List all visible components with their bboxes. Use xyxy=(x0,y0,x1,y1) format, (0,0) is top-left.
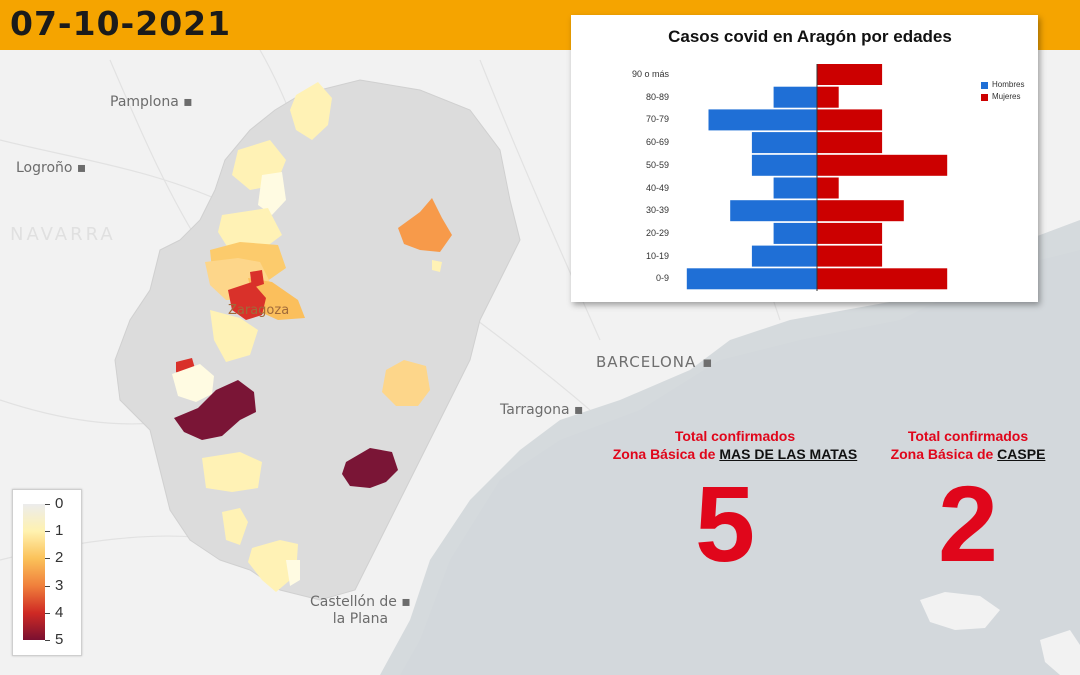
bar-hombres xyxy=(773,177,817,199)
legend-swatch-hombres xyxy=(981,82,988,89)
legend-label: 4 xyxy=(55,604,64,621)
zone xyxy=(250,270,264,288)
zone xyxy=(202,452,262,492)
stat-prefix-1: Zona Básica de xyxy=(612,446,720,462)
bar-mujeres xyxy=(817,109,883,131)
legend-label-hombres: Hombres xyxy=(992,80,1025,89)
y-tick-label: 0-9 xyxy=(655,273,669,284)
date-label: 07-10-2021 xyxy=(10,4,232,43)
bar-hombres xyxy=(730,200,817,222)
legend-label: 1 xyxy=(55,522,64,539)
city-label-tarragona: Tarragona ▪ xyxy=(500,402,584,418)
stat-value-2: 2 xyxy=(937,463,999,584)
bar-mujeres xyxy=(817,200,904,222)
y-tick-label: 30-39 xyxy=(645,205,669,216)
stat-caption-2: Total confirmados Zona Básica de CASPE xyxy=(870,427,1066,463)
legend-label: 2 xyxy=(55,549,64,566)
stat-prefix-2: Zona Básica de xyxy=(890,446,998,462)
bar-hombres xyxy=(686,268,817,290)
bar-mujeres xyxy=(817,64,883,85)
legend-label: 5 xyxy=(55,631,64,648)
bar-hombres xyxy=(751,154,817,176)
bar-hombres xyxy=(773,222,817,244)
zone xyxy=(210,310,258,362)
bar-mujeres xyxy=(817,222,883,244)
age-chart-panel: Casos covid en Aragón por edades 90 o má… xyxy=(571,15,1038,302)
stat-zone-2: CASPE xyxy=(997,446,1046,462)
color-legend: 0 1 2 3 4 5 xyxy=(12,489,82,656)
zone xyxy=(174,380,256,440)
age-pyramid-chart xyxy=(686,64,948,291)
y-tick-label: 40-49 xyxy=(645,182,669,193)
bar-hombres xyxy=(751,245,817,267)
bar-hombres xyxy=(773,86,817,108)
y-tick-label: 50-59 xyxy=(645,159,669,170)
bar-mujeres xyxy=(817,177,839,199)
stat-title-2: Total confirmados xyxy=(907,428,1029,444)
zone xyxy=(258,172,286,215)
y-tick-label: 80-89 xyxy=(645,91,669,102)
y-tick-label: 20-29 xyxy=(645,227,669,238)
city-label-logrono: Logroño ▪ xyxy=(16,160,87,176)
zone xyxy=(228,282,266,320)
zone xyxy=(432,260,442,272)
island xyxy=(920,592,1000,630)
island xyxy=(1040,630,1080,675)
legend-swatch-mujeres xyxy=(981,94,988,101)
zone xyxy=(398,198,452,252)
y-tick-label: 70-79 xyxy=(645,114,669,125)
zone xyxy=(172,364,214,402)
bar-hombres xyxy=(708,109,817,131)
zone xyxy=(382,360,430,406)
stat-zone-1: MAS DE LAS MATAS xyxy=(719,446,858,462)
city-label-zaragoza: Zaragoza xyxy=(228,303,290,318)
stat-value-1: 5 xyxy=(694,463,756,584)
zone xyxy=(218,208,282,250)
svg-text:NAVARRA: NAVARRA xyxy=(10,224,116,245)
sea xyxy=(400,250,1080,675)
bar-mujeres xyxy=(817,268,948,290)
stat-title-1: Total confirmados xyxy=(674,428,796,444)
stat-caption-1: Total confirmados Zona Básica de MAS DE … xyxy=(580,427,890,463)
legend-label: 0 xyxy=(55,495,64,512)
legend-label-mujeres: Mujeres xyxy=(992,92,1021,101)
zone xyxy=(290,82,332,140)
y-tick-label: 10-19 xyxy=(645,250,669,261)
city-label-castellon: Castellón de ▪ la Plana xyxy=(310,594,411,627)
bar-mujeres xyxy=(817,132,883,154)
zone xyxy=(342,448,398,488)
city-label-barcelona: BARCELONA ▪ xyxy=(596,353,714,371)
city-label-pamplona: Pamplona ▪ xyxy=(110,94,193,110)
zone xyxy=(248,540,298,592)
y-tick-label: 60-69 xyxy=(645,137,669,148)
legend-label: 3 xyxy=(55,577,64,594)
zone xyxy=(286,560,300,586)
zone xyxy=(222,508,248,545)
bar-mujeres xyxy=(817,154,948,176)
y-tick-label: 90 o más xyxy=(631,69,669,79)
bar-mujeres xyxy=(817,245,883,267)
bar-mujeres xyxy=(817,86,839,108)
legend-gradient xyxy=(23,504,45,640)
bar-hombres xyxy=(751,132,817,154)
chart-title: Casos covid en Aragón por edades xyxy=(668,27,952,46)
